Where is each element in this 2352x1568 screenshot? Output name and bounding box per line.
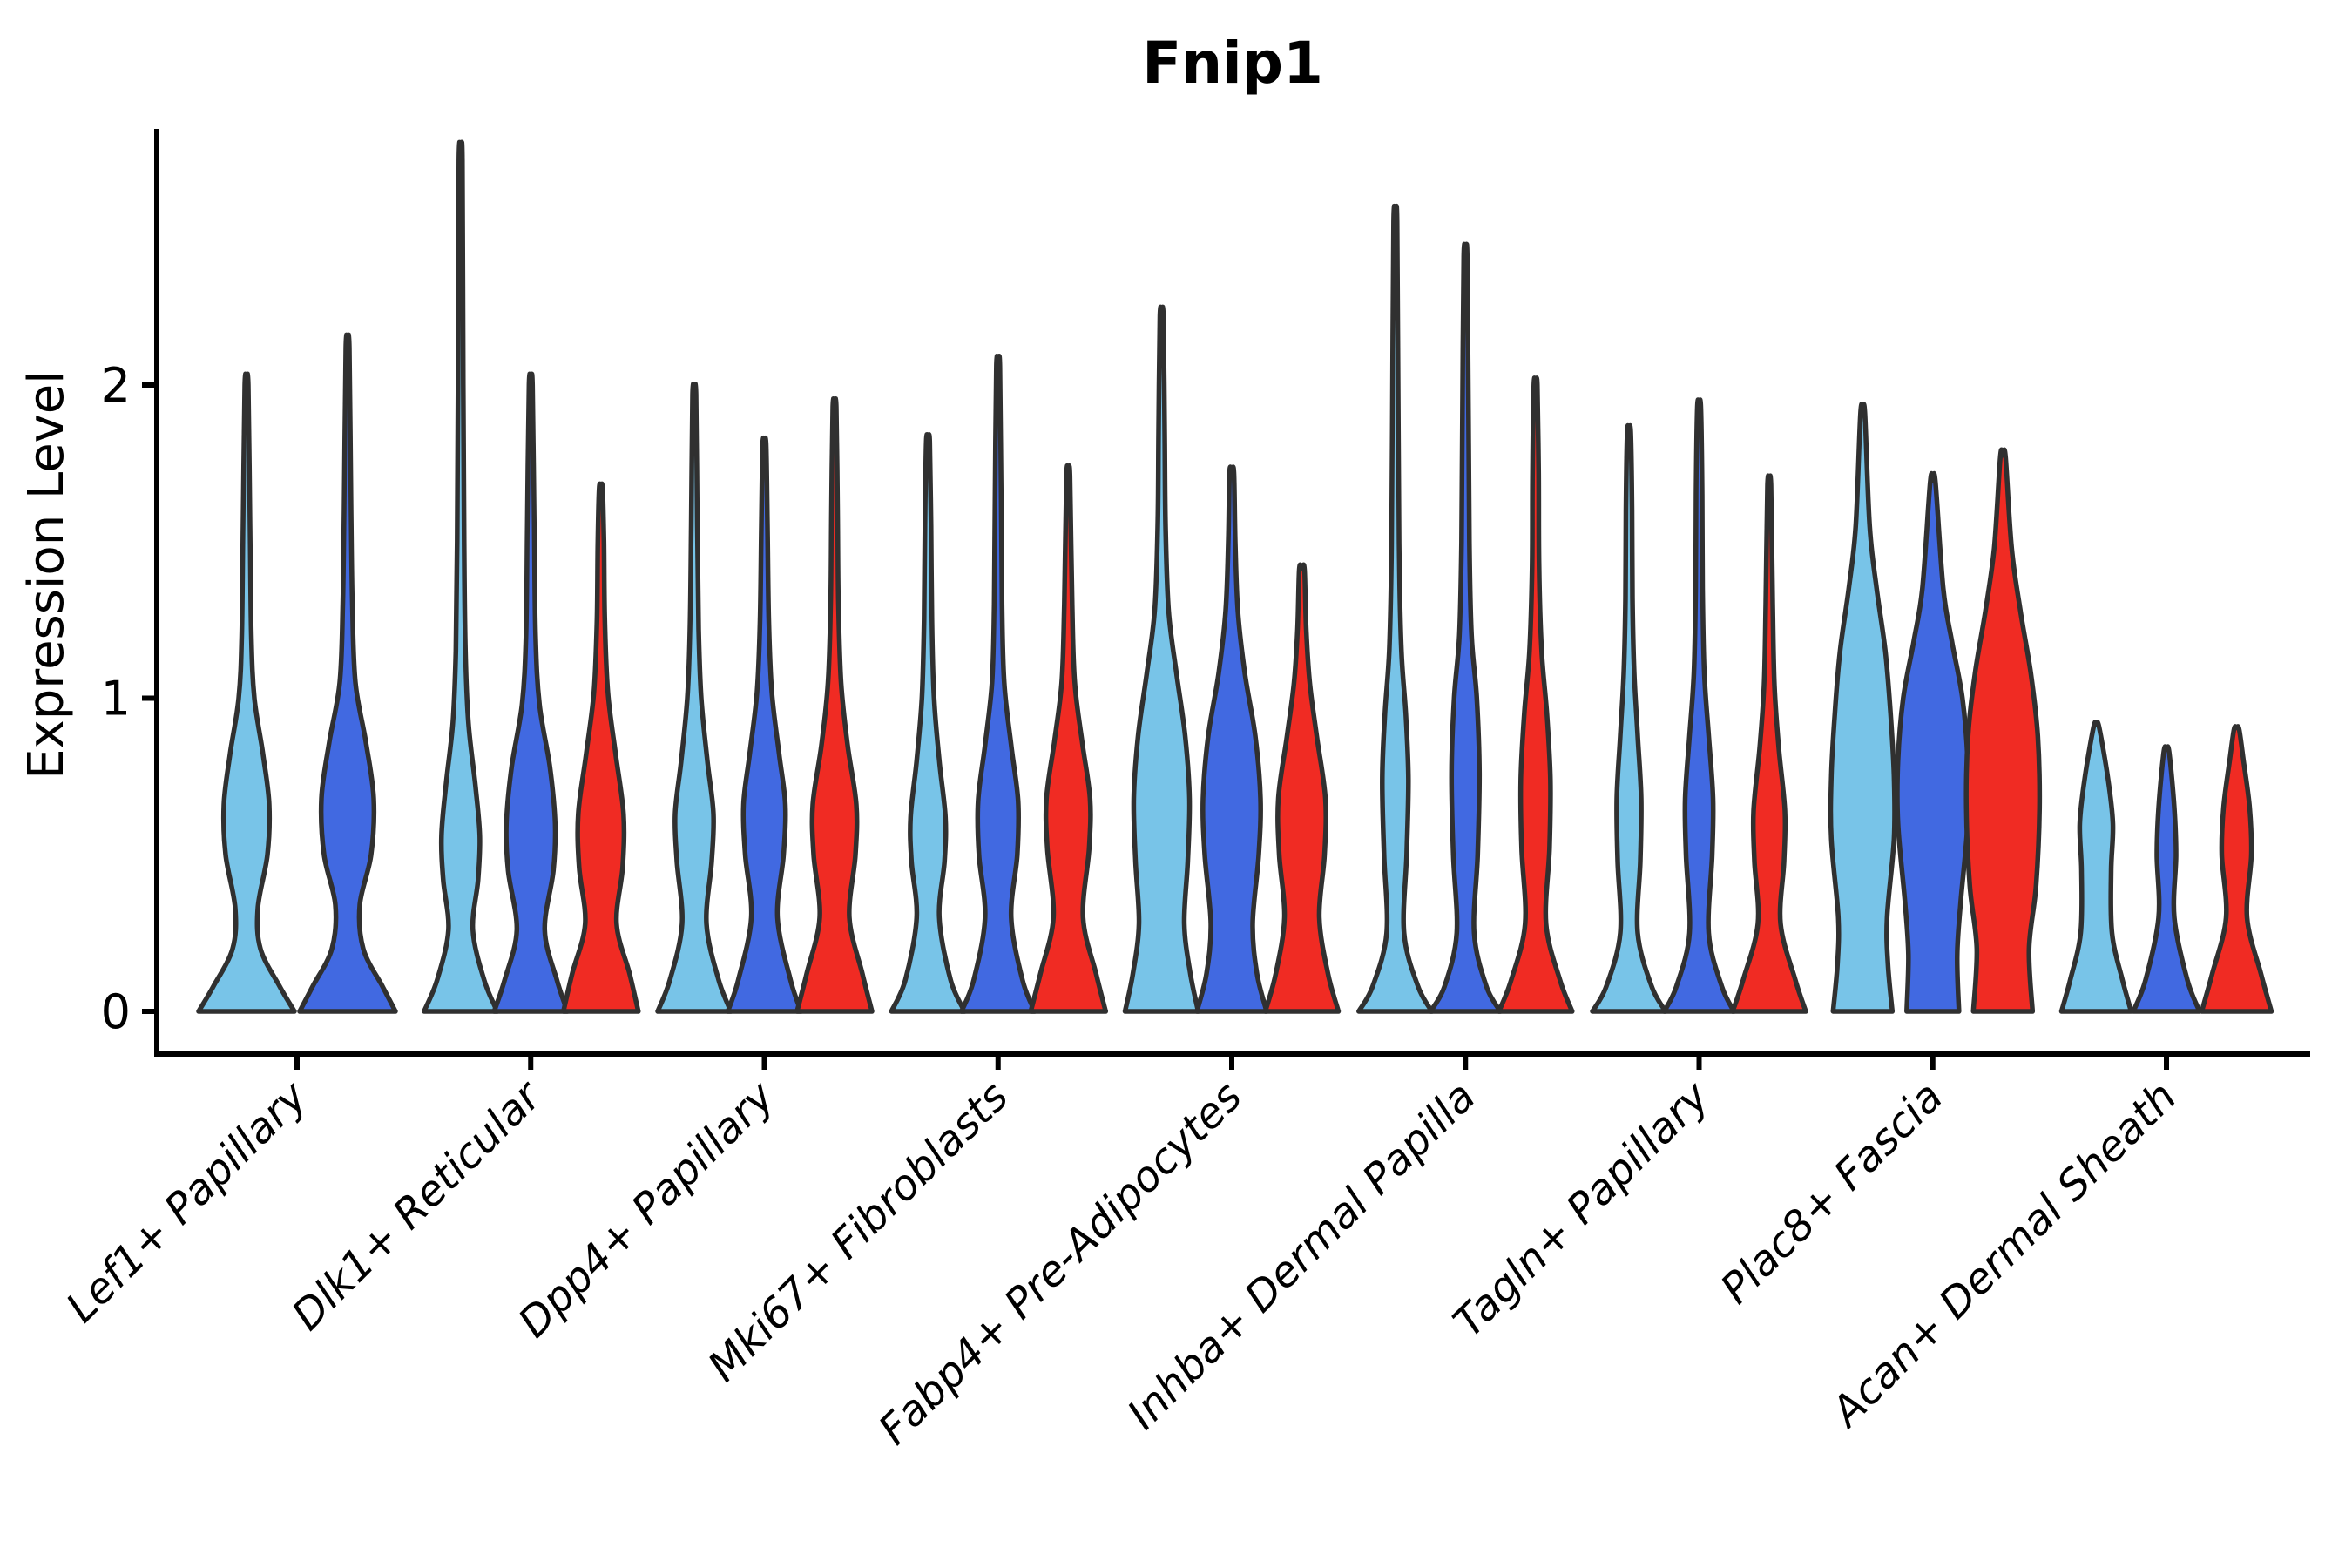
violin-8-split-1 bbox=[2131, 744, 2202, 1014]
x-tick-label-6: Tagln+ Papillary bbox=[1444, 1071, 1720, 1347]
violin-1-split-0 bbox=[422, 139, 500, 1014]
violin-8-split-0 bbox=[2058, 720, 2134, 1014]
x-tick-label-7: Plac8+ Fascia bbox=[1712, 1072, 1953, 1314]
y-axis-ticks: 0 1 2 bbox=[101, 358, 157, 1039]
violin-5-split-0 bbox=[1356, 203, 1435, 1014]
violins-layer bbox=[196, 139, 2274, 1014]
y-tick-label-1: 1 bbox=[101, 672, 131, 727]
violin-2-split-0 bbox=[655, 382, 733, 1014]
violin-7-split-1 bbox=[1895, 470, 1971, 1014]
violin-7-split-0 bbox=[1828, 402, 1897, 1014]
chart-title: Fnip1 bbox=[1142, 30, 1323, 97]
violin-6-split-0 bbox=[1590, 422, 1668, 1014]
x-tick-label-0: Lef1+ Papillary bbox=[57, 1071, 317, 1332]
y-tick-label-2: 2 bbox=[101, 358, 131, 413]
violin-5-split-1 bbox=[1428, 241, 1504, 1014]
violin-8-split-2 bbox=[2199, 724, 2274, 1014]
violin-3-split-1 bbox=[959, 354, 1037, 1014]
y-axis-label: Expression Level bbox=[18, 370, 75, 780]
violin-3-split-2 bbox=[1028, 463, 1109, 1014]
violin-7-split-2 bbox=[1963, 447, 2043, 1014]
violin-2-split-2 bbox=[794, 395, 875, 1014]
violin-4-split-0 bbox=[1122, 304, 1201, 1014]
violin-1-split-1 bbox=[491, 371, 571, 1014]
violin-0-split-0 bbox=[196, 371, 297, 1014]
violin-0-split-1 bbox=[297, 332, 398, 1014]
x-tick-label-2: Dpp4+ Papillary bbox=[509, 1071, 784, 1347]
violin-6-split-1 bbox=[1661, 397, 1737, 1014]
violin-3-split-0 bbox=[889, 432, 968, 1014]
violin-6-split-2 bbox=[1730, 473, 1808, 1014]
violin-2-split-1 bbox=[725, 435, 804, 1014]
violin-5-split-2 bbox=[1497, 375, 1575, 1014]
violin-4-split-2 bbox=[1262, 562, 1342, 1014]
violin-4-split-1 bbox=[1194, 464, 1269, 1014]
x-tick-label-1: Dlk1+ Reticular bbox=[283, 1071, 553, 1341]
violin-1-split-2 bbox=[561, 481, 641, 1014]
y-tick-label-0: 0 bbox=[101, 984, 131, 1039]
